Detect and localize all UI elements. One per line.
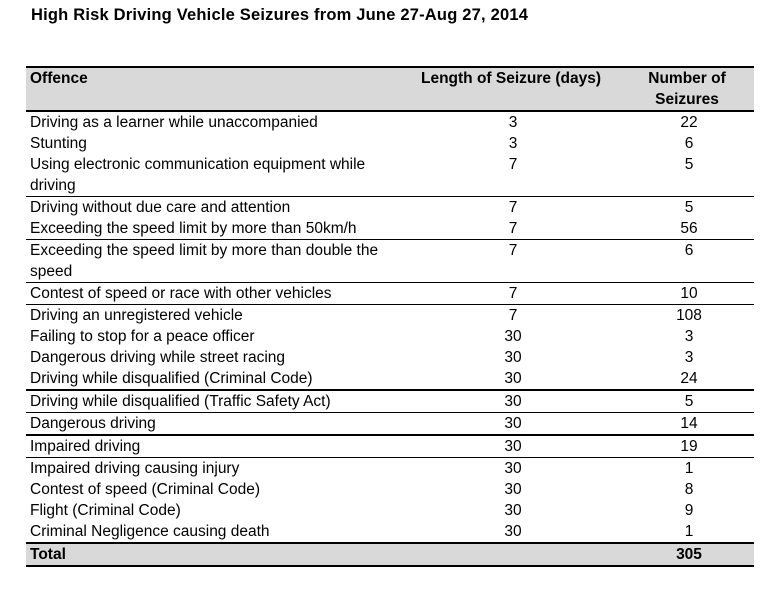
- table-row: Exceeding the speed limit by more than d…: [26, 239, 754, 283]
- length-cell: 7: [402, 196, 620, 218]
- offence-cell: Contest of speed or race with other vehi…: [26, 282, 402, 305]
- table-row: Stunting 3 6: [26, 133, 754, 154]
- table-row: Impaired driving causing injury 30 1: [26, 457, 754, 479]
- length-cell: 30: [504, 502, 522, 519]
- length-cell: 3: [508, 114, 518, 131]
- length-cell: 7: [508, 156, 518, 173]
- offence-cell: Criminal Negligence causing death: [30, 523, 270, 540]
- length-cell: 30: [402, 434, 620, 458]
- number-cell: 5: [620, 196, 754, 218]
- page-title: High Risk Driving Vehicle Seizures from …: [31, 6, 529, 24]
- number-cell: 8: [684, 481, 694, 498]
- table-row: Driving an unregistered vehicle 7 108: [26, 304, 754, 326]
- table-row: Contest of speed (Criminal Code) 30 8: [26, 479, 754, 500]
- offence-cell: Driving an unregistered vehicle: [26, 304, 402, 326]
- length-cell: 30: [504, 481, 522, 498]
- number-cell: 10: [620, 282, 754, 305]
- offence-cell: Exceeding the speed limit by more than d…: [26, 239, 402, 283]
- table-row: Contest of speed or race with other vehi…: [26, 282, 754, 305]
- offence-cell: Dangerous driving: [26, 412, 402, 435]
- number-cell: 19: [620, 434, 754, 458]
- table-row: Dangerous driving while street racing 30…: [26, 347, 754, 368]
- table-header: Offence Length of Seizure (days) Number …: [26, 66, 754, 112]
- offence-cell: Stunting: [30, 135, 87, 152]
- offence-cell: Failing to stop for a peace officer: [30, 328, 255, 345]
- table-row: Failing to stop for a peace officer 30 3: [26, 326, 754, 347]
- offence-cell: Contest of speed (Criminal Code): [30, 481, 261, 498]
- table-row: Dangerous driving 30 14: [26, 412, 754, 435]
- header-length-of-seizure: Length of Seizure (days): [402, 66, 620, 112]
- number-cell: 5: [620, 389, 754, 413]
- number-cell: 5: [684, 156, 694, 173]
- table-row: Using electronic communication equipment…: [26, 154, 754, 197]
- offence-cell: Driving while disqualified (Traffic Safe…: [26, 389, 402, 413]
- offence-cell: Dangerous driving while street racing: [30, 349, 286, 366]
- table-row: Driving while disqualified (Traffic Safe…: [26, 389, 754, 413]
- length-cell: 7: [508, 220, 518, 237]
- total-number: 305: [620, 542, 754, 567]
- length-cell: 30: [504, 370, 522, 387]
- table-row: Driving as a learner while unaccompanied…: [26, 111, 754, 133]
- number-cell: 56: [680, 220, 698, 237]
- number-cell: 3: [684, 328, 694, 345]
- table-row: Criminal Negligence causing death 30 1: [26, 521, 754, 543]
- offence-cell: Using electronic communication equipment…: [30, 156, 366, 194]
- offence-cell: Driving without due care and attention: [26, 196, 402, 218]
- table-row: Exceeding the speed limit by more than 5…: [26, 218, 754, 240]
- offence-cell: Flight (Criminal Code): [30, 502, 181, 519]
- length-cell: 30: [504, 349, 522, 366]
- length-cell: 30: [402, 457, 620, 479]
- number-cell: 108: [620, 304, 754, 326]
- table-row: Driving without due care and attention 7…: [26, 196, 754, 218]
- offence-cell: Impaired driving causing injury: [26, 457, 402, 479]
- length-cell: 7: [402, 304, 620, 326]
- number-cell: 22: [680, 114, 698, 131]
- number-cell: 1: [620, 457, 754, 479]
- table-row: Flight (Criminal Code) 30 9: [26, 500, 754, 521]
- header-number-of-seizures: Number of Seizures: [620, 66, 754, 112]
- length-cell: 7: [402, 282, 620, 305]
- number-cell: 14: [620, 412, 754, 435]
- length-cell: 30: [504, 523, 522, 540]
- number-cell: 3: [684, 349, 694, 366]
- length-cell: 30: [402, 412, 620, 435]
- length-cell: 3: [508, 135, 518, 152]
- offence-cell: Impaired driving: [26, 434, 402, 458]
- number-cell: 9: [684, 502, 694, 519]
- seizures-table: Offence Length of Seizure (days) Number …: [26, 66, 754, 567]
- table-row: Impaired driving 30 19: [26, 434, 754, 458]
- number-cell: 24: [680, 370, 698, 387]
- length-cell: 30: [504, 328, 522, 345]
- number-cell: 6: [620, 239, 754, 283]
- length-cell: 30: [402, 389, 620, 413]
- total-row: Total 305: [26, 542, 754, 567]
- table-row: Driving while disqualified (Criminal Cod…: [26, 368, 754, 390]
- total-label: Total: [26, 542, 402, 567]
- header-offence: Offence: [26, 66, 402, 112]
- offence-cell: Driving as a learner while unaccompanied: [30, 114, 318, 131]
- number-cell: 6: [684, 135, 694, 152]
- number-cell: 1: [684, 523, 694, 540]
- offence-cell: Driving while disqualified (Criminal Cod…: [30, 370, 313, 387]
- length-cell: 7: [402, 239, 620, 283]
- total-length: [402, 542, 620, 567]
- offence-cell: Exceeding the speed limit by more than 5…: [30, 220, 357, 237]
